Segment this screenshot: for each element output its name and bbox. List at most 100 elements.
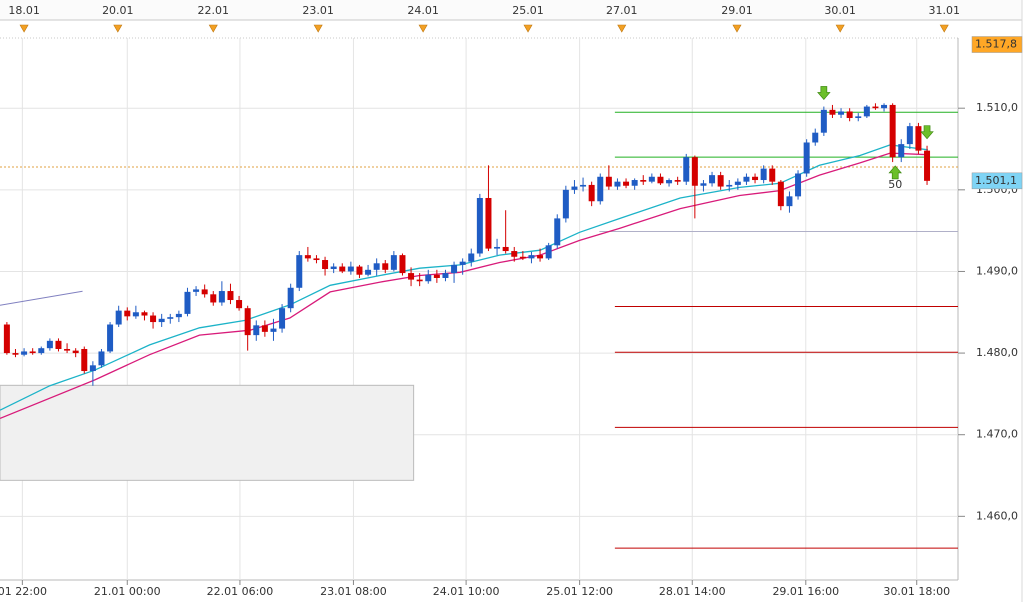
- candle-body: [915, 126, 922, 151]
- candle-body: [115, 310, 122, 325]
- candle-body: [416, 279, 423, 282]
- candle-body: [605, 176, 612, 187]
- candle-body: [881, 104, 888, 109]
- top-date-label: 31.01: [928, 4, 960, 17]
- candle-body: [674, 180, 681, 182]
- candle-body: [459, 261, 466, 265]
- candle-body: [158, 318, 165, 323]
- candle-body: [588, 184, 595, 202]
- candle-body: [12, 353, 19, 355]
- candle-body: [812, 132, 819, 143]
- candle-body: [666, 180, 673, 184]
- candle-body: [863, 106, 870, 117]
- candle-body: [657, 176, 664, 184]
- candle-body: [218, 291, 225, 303]
- x-tick-label: 23.01 08:00: [320, 585, 387, 598]
- candle-body: [623, 181, 630, 186]
- candle-body: [442, 273, 449, 278]
- date-marker: [617, 24, 627, 33]
- candle-body: [253, 325, 260, 336]
- candle-body: [872, 106, 879, 109]
- candle-body: [184, 291, 191, 314]
- candle-body: [167, 317, 174, 319]
- candle-body: [356, 266, 363, 275]
- candle-body: [769, 168, 776, 182]
- candle-body: [545, 245, 552, 259]
- candle-body: [72, 350, 79, 354]
- candle-body: [519, 256, 526, 259]
- candle-body: [227, 291, 234, 301]
- y-tick-label: 1.490,0: [976, 264, 1018, 277]
- candle-body: [150, 315, 157, 323]
- candle-body: [382, 263, 389, 270]
- date-marker: [208, 24, 218, 33]
- x-tick-label: 24.01 10:00: [433, 585, 500, 598]
- moving-average: [0, 152, 928, 420]
- candle-body: [889, 104, 896, 158]
- candle-body: [691, 157, 698, 186]
- candle-body: [468, 253, 475, 262]
- candle-body: [107, 324, 114, 352]
- candle-body: [528, 255, 535, 259]
- candle-body: [339, 266, 346, 272]
- candle-body: [3, 324, 10, 354]
- candle-body: [304, 255, 311, 259]
- candle-body: [124, 310, 131, 317]
- top-date-label: 29.01: [721, 4, 753, 17]
- top-date-label: 22.01: [198, 4, 230, 17]
- top-date-label: 24.01: [407, 4, 439, 17]
- zone: [0, 384, 415, 481]
- candle-body: [210, 294, 217, 303]
- candle-body: [485, 197, 492, 249]
- candle-body: [287, 287, 294, 309]
- candle-body: [906, 126, 913, 145]
- candle-body: [786, 196, 793, 207]
- candle-body: [270, 328, 277, 332]
- candle-body: [494, 246, 501, 249]
- date-strip: [0, 0, 1022, 20]
- candle-body: [743, 176, 750, 182]
- candle-body: [408, 273, 415, 280]
- date-marker: [939, 24, 949, 33]
- candle-body: [175, 313, 182, 318]
- candle-body: [752, 176, 759, 181]
- candle-body: [829, 109, 836, 115]
- x-tick-label: 21.01 00:00: [94, 585, 161, 598]
- y-tick-label: 1.460,0: [976, 509, 1018, 522]
- candle-body: [726, 184, 733, 187]
- candle-body: [132, 312, 139, 317]
- date-marker: [19, 24, 29, 33]
- top-date-label: 20.01: [102, 4, 134, 17]
- candle-body: [554, 218, 561, 246]
- plot-area: 50: [0, 38, 958, 580]
- top-date-label: 27.01: [606, 4, 638, 17]
- top-date-label: 18.01: [8, 4, 40, 17]
- candle-body: [330, 266, 337, 270]
- candle-body: [38, 348, 45, 354]
- candle-body: [373, 263, 380, 270]
- signal-arrow: [920, 125, 934, 140]
- candle-body: [631, 180, 638, 186]
- signal-label: 50: [888, 178, 902, 191]
- candle-body: [244, 308, 251, 336]
- candle-body: [64, 348, 71, 351]
- candle-body: [236, 300, 243, 309]
- candle-body: [820, 109, 827, 133]
- x-tick-label: 30.01 18:00: [883, 585, 950, 598]
- candle-body: [347, 266, 354, 272]
- candle-body: [580, 184, 587, 187]
- candle-body: [390, 255, 397, 270]
- candle-body: [734, 181, 741, 185]
- x-tick-label: 25.01 12:00: [546, 585, 613, 598]
- price-label-box: [971, 36, 1023, 53]
- candle-body: [451, 264, 458, 274]
- candle-body: [562, 189, 569, 219]
- candle-body: [803, 142, 810, 174]
- signal-arrow: [817, 86, 831, 101]
- candle-body: [322, 260, 329, 270]
- candle-body: [476, 197, 483, 254]
- x-tick-label: 29.01 16:00: [772, 585, 839, 598]
- candle-body: [760, 168, 767, 181]
- date-marker: [418, 24, 428, 33]
- candle-body: [537, 255, 544, 259]
